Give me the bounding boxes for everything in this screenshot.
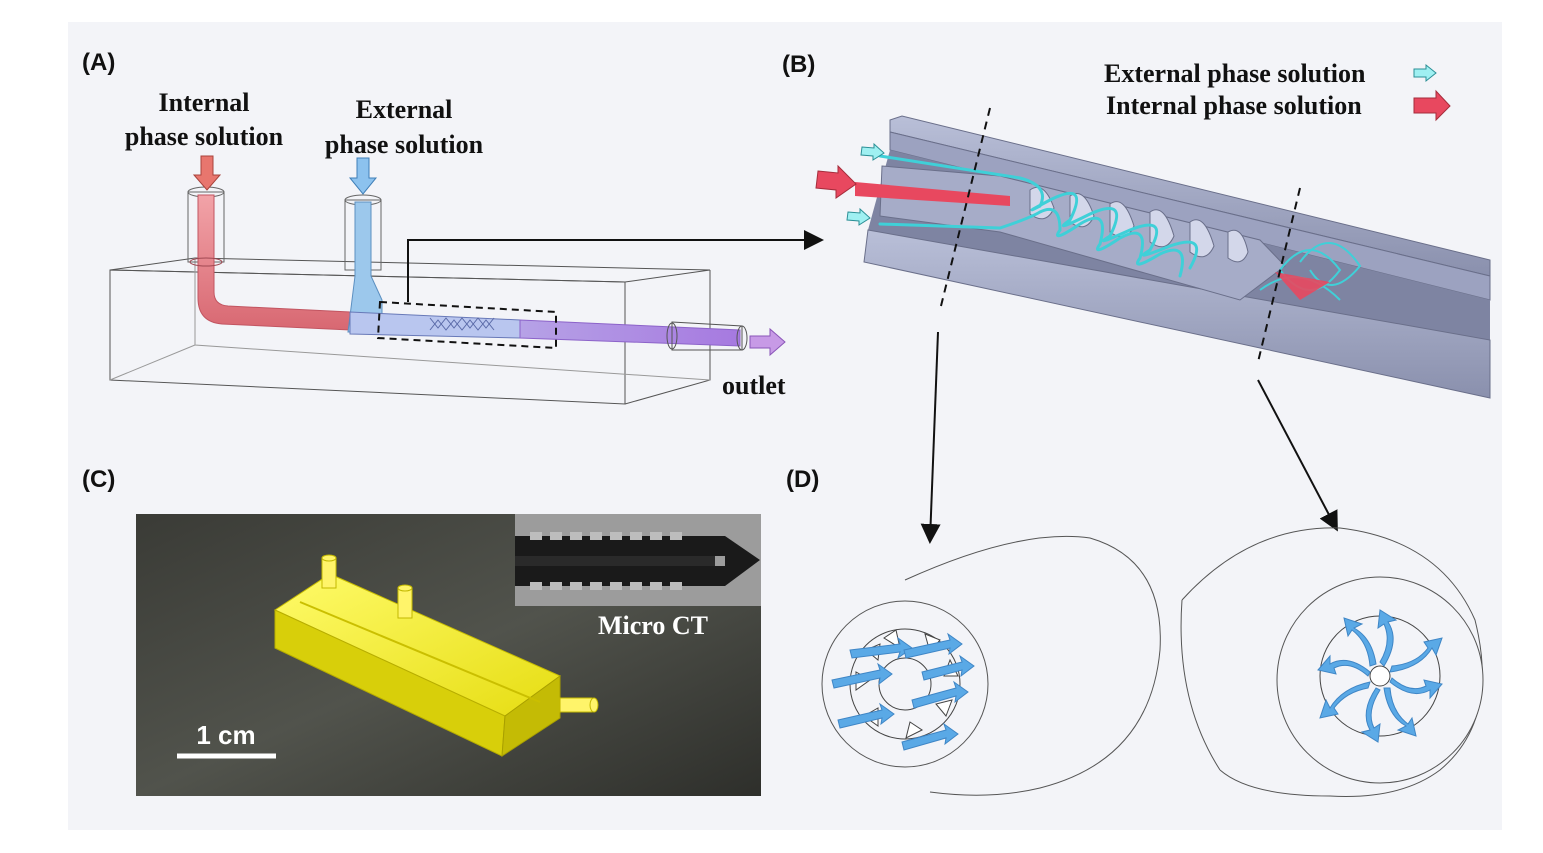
section-line-2 xyxy=(1257,187,1301,363)
internal-flow xyxy=(855,182,1010,206)
tube-lower-wall xyxy=(863,229,1491,399)
inlet-flow-arrows xyxy=(831,632,975,751)
panel-a-diagram: Internal phase solution External phase s… xyxy=(109,88,824,405)
zoom-region-box xyxy=(376,300,557,350)
legend-external-arrow xyxy=(1413,63,1437,83)
legend-external-label: External phase solution xyxy=(1104,59,1366,88)
cross-section-inlet xyxy=(821,535,1161,796)
external-inlet-arrow-bottom xyxy=(846,207,871,226)
mixer-pattern xyxy=(429,317,495,331)
external-phase-label-line2: phase solution xyxy=(325,130,484,159)
outlet-cylinder xyxy=(666,321,748,351)
internal-phase-label-line1: Internal xyxy=(159,88,250,117)
panel-b-cutaway: External phase solution Internal phase s… xyxy=(815,59,1491,544)
external-flow-lines xyxy=(878,154,1199,278)
legend-internal-arrow xyxy=(1413,89,1451,122)
panel-label-a: (A) xyxy=(82,49,115,76)
internal-phase-label-line2: phase solution xyxy=(125,122,284,151)
outlet-swirl-arrows xyxy=(1317,609,1443,743)
micro-ct-image xyxy=(515,532,760,590)
internal-inlet-arrow-b xyxy=(815,164,857,199)
internal-inlet-arrow xyxy=(192,155,222,191)
cross-section-outlet xyxy=(1180,527,1484,797)
micro-ct-label: Micro CT xyxy=(598,611,708,640)
zoom-connector xyxy=(407,230,824,302)
external-inlet-arrow-top xyxy=(860,142,885,161)
panel-c-photo: Micro CT 1 cm xyxy=(136,514,761,796)
outlet-arrow xyxy=(749,327,786,357)
section-line-1 xyxy=(939,107,991,311)
scale-bar-label: 1 cm xyxy=(196,720,255,750)
section-arrow-1 xyxy=(920,331,941,544)
device-wireframe xyxy=(109,257,711,405)
outlet-channel xyxy=(519,319,741,347)
legend-internal-label: Internal phase solution xyxy=(1106,91,1362,120)
tube-top-face xyxy=(889,115,1491,277)
outlet-label: outlet xyxy=(722,371,786,400)
internal-flow-out xyxy=(1275,272,1330,300)
panel-label-b: (B) xyxy=(782,51,815,78)
external-inlet-arrow xyxy=(348,157,378,195)
external-phase-label-line1: External xyxy=(356,95,453,124)
device-side-face xyxy=(501,675,561,757)
panel-label-c: (C) xyxy=(82,466,115,493)
panel-label-d: (D) xyxy=(786,466,819,493)
panel-d-cross-sections xyxy=(821,527,1484,797)
device-ports xyxy=(321,554,599,713)
section-arrow-2 xyxy=(1257,379,1338,532)
